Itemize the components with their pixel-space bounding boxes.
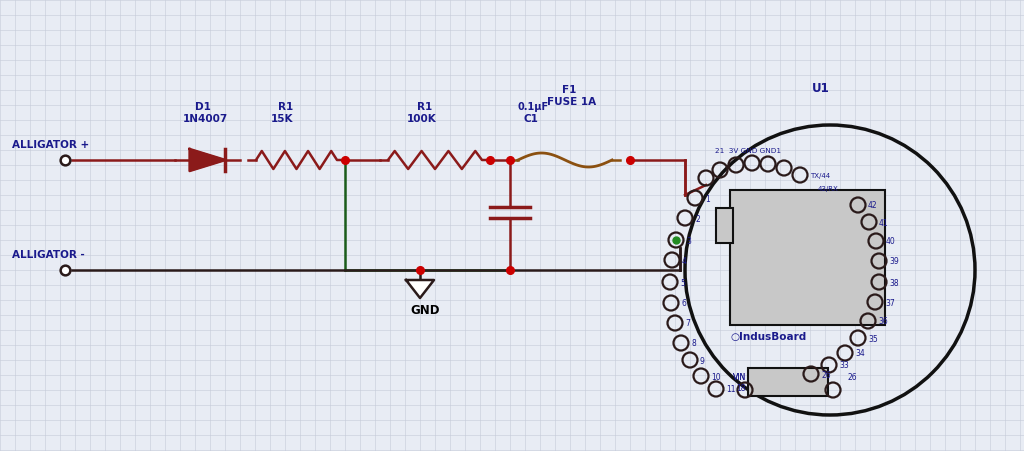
Text: 8: 8 bbox=[691, 340, 695, 349]
Bar bbox=[748, 368, 828, 396]
Text: 15K: 15K bbox=[271, 114, 294, 124]
Text: 100K: 100K bbox=[407, 114, 437, 124]
Text: 33: 33 bbox=[839, 362, 849, 371]
Text: F1: F1 bbox=[562, 85, 577, 95]
Text: 38: 38 bbox=[889, 279, 899, 287]
Text: 37: 37 bbox=[885, 299, 895, 308]
Text: VIN: VIN bbox=[733, 373, 746, 382]
Text: GND: GND bbox=[410, 304, 439, 317]
Text: R1: R1 bbox=[417, 102, 432, 112]
Text: ALLIGATOR +: ALLIGATOR + bbox=[12, 140, 89, 150]
Text: ALLIGATOR -: ALLIGATOR - bbox=[12, 250, 85, 260]
Text: 1: 1 bbox=[705, 194, 710, 203]
Text: R1: R1 bbox=[278, 102, 293, 112]
Text: FUSE 1A: FUSE 1A bbox=[547, 97, 596, 107]
Text: 7: 7 bbox=[685, 319, 690, 328]
Text: U1: U1 bbox=[812, 82, 829, 95]
Text: ○IndusBoard: ○IndusBoard bbox=[730, 332, 806, 342]
Text: 5: 5 bbox=[680, 279, 685, 287]
Polygon shape bbox=[189, 149, 225, 171]
Polygon shape bbox=[406, 280, 434, 298]
Text: 4: 4 bbox=[682, 257, 687, 266]
Bar bbox=[716, 208, 733, 243]
Text: D1: D1 bbox=[195, 102, 211, 112]
Text: 1N4007: 1N4007 bbox=[183, 114, 228, 124]
Text: 11: 11 bbox=[726, 386, 735, 395]
Text: 42: 42 bbox=[868, 202, 878, 211]
Text: 18: 18 bbox=[736, 384, 745, 393]
Text: 0.1µF: 0.1µF bbox=[518, 102, 549, 112]
Text: 9: 9 bbox=[700, 356, 705, 365]
Text: 36: 36 bbox=[878, 318, 888, 327]
Text: 6: 6 bbox=[681, 299, 686, 308]
Text: 26: 26 bbox=[847, 373, 857, 382]
Text: 35: 35 bbox=[868, 335, 878, 344]
Text: 3: 3 bbox=[686, 236, 691, 245]
Text: 26: 26 bbox=[821, 371, 830, 379]
Text: 2: 2 bbox=[695, 215, 699, 224]
Text: 21  3V GND GND1: 21 3V GND GND1 bbox=[715, 148, 781, 154]
Text: TX/44: TX/44 bbox=[810, 173, 830, 179]
Text: VIN: VIN bbox=[733, 373, 746, 382]
Text: 10: 10 bbox=[711, 373, 721, 382]
Text: 34: 34 bbox=[855, 350, 864, 359]
Text: 40: 40 bbox=[886, 238, 896, 247]
Text: 39: 39 bbox=[889, 258, 899, 267]
Text: C1: C1 bbox=[524, 114, 539, 124]
Text: 41: 41 bbox=[879, 218, 889, 227]
Text: 43/RX: 43/RX bbox=[818, 186, 839, 192]
Bar bbox=[730, 190, 885, 325]
